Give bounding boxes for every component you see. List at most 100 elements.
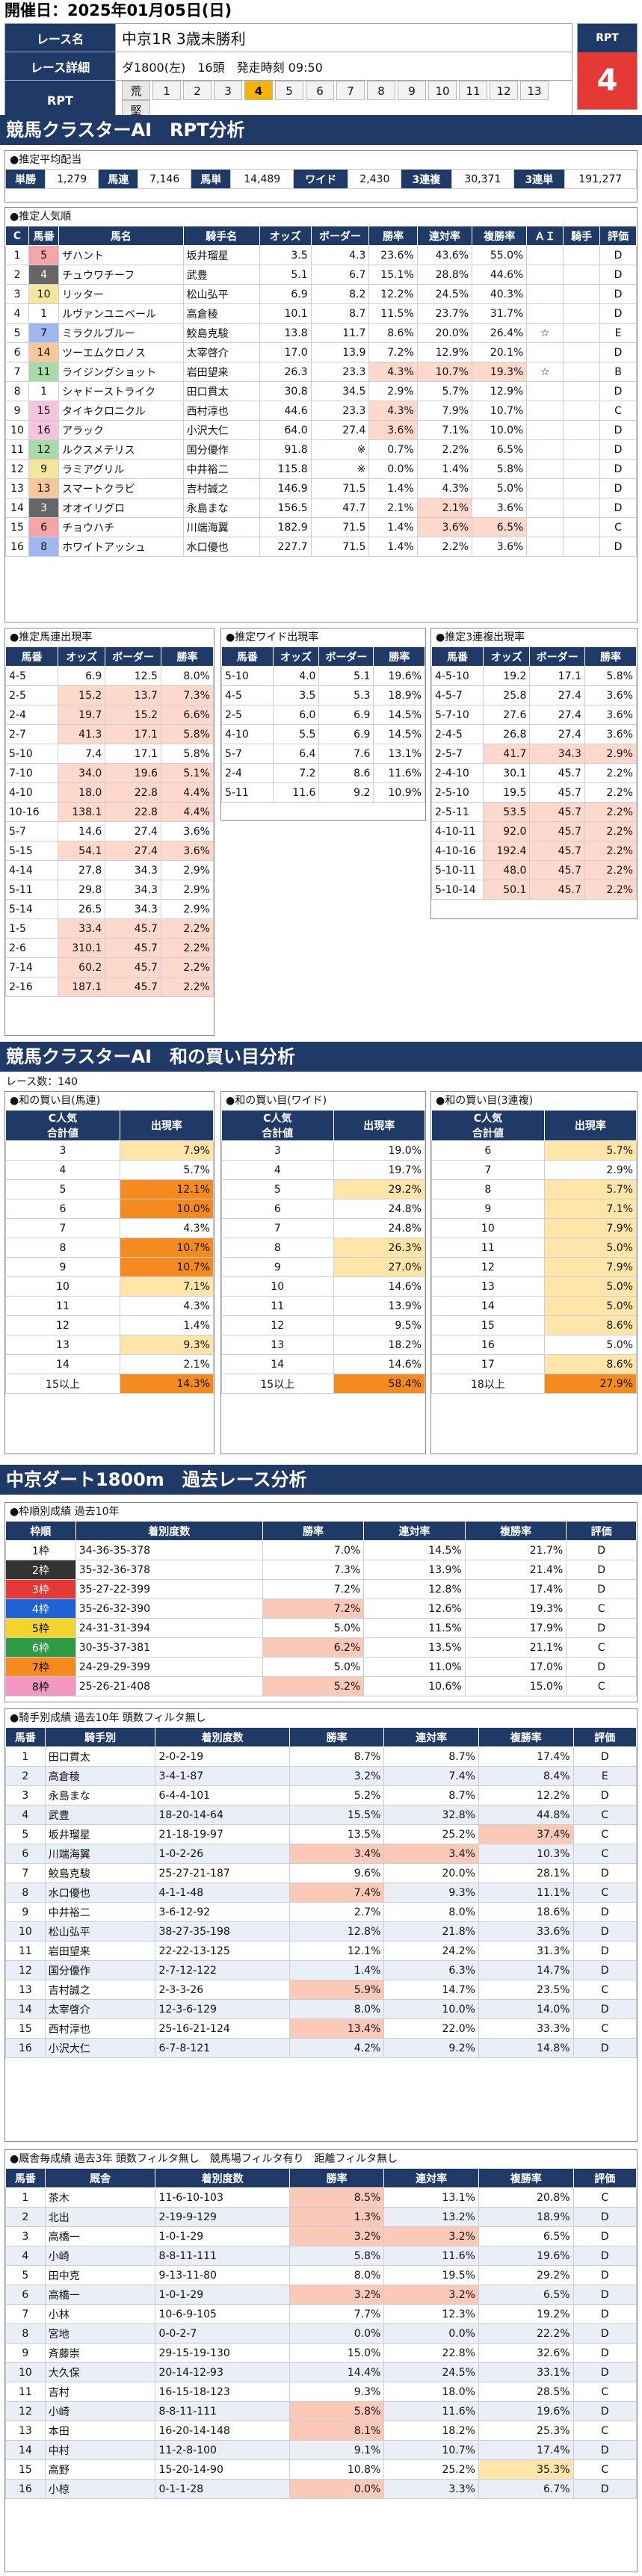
table-cell: ※ (310, 459, 370, 479)
table-cell: 2.2% (584, 782, 638, 803)
table-cell: 5.8% (288, 2246, 385, 2266)
table-cell: 2-5-7 (430, 744, 484, 764)
table-cell: 13.9 (310, 342, 370, 362)
table-cell: 1.3% (288, 2207, 385, 2227)
table-cell: 2-6 (4, 938, 59, 958)
table-row: 4-10-11 92.0 45.7 2.2% (430, 821, 638, 841)
table-cell: 15以上 (5, 1374, 120, 1394)
table-cell: C (572, 2421, 638, 2441)
table-row: 4 5.7% (5, 1160, 214, 1180)
table-row: 14 2.1% (5, 1354, 214, 1374)
table-cell: 太宰啓介 (44, 1999, 156, 2019)
table-cell: 24-29-29-399 (75, 1657, 263, 1677)
table-cell: 7.0% (262, 1540, 365, 1560)
table-cell: 27.4 (105, 821, 161, 841)
table-cell (563, 245, 601, 265)
column-header: 馬番 (221, 646, 274, 667)
table-cell: 33.3% (478, 2019, 574, 2039)
table-row: 7 2.9% (431, 1160, 638, 1180)
table-cell: 29.2% (333, 1179, 426, 1199)
table-row: 14 太宰啓介 12-3-6-129 8.0% 10.0% 14.0% D (5, 1999, 638, 2019)
table-cell: 武豊 (182, 265, 260, 285)
table-cell: 17 (431, 1354, 545, 1374)
table-cell: 8 (5, 1238, 120, 1258)
table-cell: 3-4-1-87 (155, 1766, 290, 1786)
table-cell: C (572, 2019, 638, 2039)
table-cell: 35-26-32-390 (75, 1599, 263, 1619)
table-cell: 坂井瑠星 (182, 245, 260, 265)
table-cell: D (572, 2265, 638, 2285)
table-cell: 11.5% (363, 1618, 466, 1638)
table-row: 1 茶木 11-6-10-103 8.5% 13.1% 20.8% C (5, 2187, 638, 2208)
table-cell: 45.7 (529, 860, 585, 880)
table-row: 2-5-11 53.5 45.7 2.2% (430, 802, 638, 822)
table-cell: 44.8% (478, 1805, 574, 1825)
table-header: 馬番 オッズ ボーダー 勝率 (4, 646, 214, 667)
column-header: 騎手別 (44, 1727, 156, 1747)
table-cell: 15 (431, 1315, 545, 1335)
table-cell: 14.6% (333, 1276, 426, 1297)
table-cell: 7.3% (262, 1560, 365, 1580)
table-header: C 馬番 馬名 騎手名 オッズ ボーダー 勝率 連対率 複勝率 ＡＩ 騎手 評価 (4, 226, 637, 246)
haito-value: 1,279 (45, 169, 99, 189)
table-row: 5-14 26.5 34.3 2.9% (4, 899, 214, 919)
table-cell: 7.6 (318, 744, 374, 764)
column-header: 着別度数 (155, 2168, 290, 2188)
table-cell: 34.3 (105, 899, 161, 919)
column-header: 複勝率 (478, 1727, 574, 1747)
table-cell: 20.0% (416, 323, 473, 343)
table-cell: 14 (5, 1999, 46, 2019)
table-row: 5-7-10 27.6 27.4 3.6% (430, 705, 638, 725)
table-cell: 5.2% (288, 1785, 385, 1806)
sanren-title: ●推定3連複出現率 (436, 631, 525, 643)
rpt-label: RPT (4, 80, 116, 120)
race-detail-label: レース詳細 (4, 52, 116, 81)
column-header: オッズ (272, 646, 320, 667)
table-cell: 28.1% (478, 1863, 574, 1883)
table-cell: 16 (4, 537, 30, 557)
table-cell: 4.4% (160, 782, 214, 803)
table-row: 5-15 54.1 27.4 3.6% (4, 841, 214, 861)
table-cell: 1-5 (4, 918, 59, 939)
table-cell: 9 (28, 459, 60, 479)
table-cell: 71.5 (310, 478, 370, 498)
table-cell: 20.8% (478, 2187, 574, 2208)
race-info-table: レース名 中京1R 3歳未勝利 レース詳細 ダ1800(左) 16頭 発走時刻 09… (4, 23, 572, 120)
table-cell: 14 (431, 1296, 545, 1316)
table-cell: 5-10 (221, 666, 274, 686)
table-cell: 15.0% (464, 1676, 567, 1696)
table-cell: D (572, 2038, 638, 2058)
table-cell: 45.7 (529, 841, 585, 861)
table-cell: 3.6% (160, 821, 214, 841)
table-cell (526, 265, 564, 285)
table-cell: 5 (5, 1824, 46, 1844)
table-cell: 12 (5, 2401, 46, 2421)
table-row: 13 9.3% (5, 1335, 214, 1355)
table-row: 15 西村淳也 25-16-21-124 13.4% 22.0% 33.3% C (5, 2019, 638, 2039)
table-cell: 5.0% (543, 1276, 638, 1297)
column-header: オッズ (259, 226, 312, 246)
table-cell (563, 362, 601, 382)
table-row: 2-4-10 30.1 45.7 2.2% (430, 763, 638, 783)
table-cell: 7.1% (416, 420, 473, 440)
table-cell: 24-31-31-394 (75, 1618, 263, 1638)
table-cell: 10 (221, 1276, 334, 1297)
table-cell: 2-4-10 (430, 763, 484, 783)
table-cell: 13.4% (288, 2019, 385, 2039)
table-cell: 6.5% (472, 517, 528, 537)
table-cell: 24.5% (416, 284, 473, 304)
table-cell: B (599, 362, 637, 382)
table-cell: D (599, 439, 637, 460)
table-cell: 岩田望来 (44, 1941, 156, 1961)
wa-umaren-table: C人気 合計値 出現率 3 7.9% 4 5.7% 5 12.1% 6 10.0% 7 4.3% 8 10.… (5, 1110, 214, 1394)
column-header: 騎手 (563, 226, 601, 246)
table-cell: 7.4% (288, 1882, 385, 1903)
table-cell: 6.9 (58, 666, 106, 686)
table-row: 11 4.3% (5, 1296, 214, 1316)
table-cell: 川端海翼 (44, 1844, 156, 1864)
table-cell: 10 (5, 1921, 46, 1942)
table-cell: 28.5% (478, 2382, 574, 2402)
table-cell: 6.9 (259, 284, 312, 304)
table-cell: D (572, 1785, 638, 1806)
table-cell: E (599, 323, 637, 343)
